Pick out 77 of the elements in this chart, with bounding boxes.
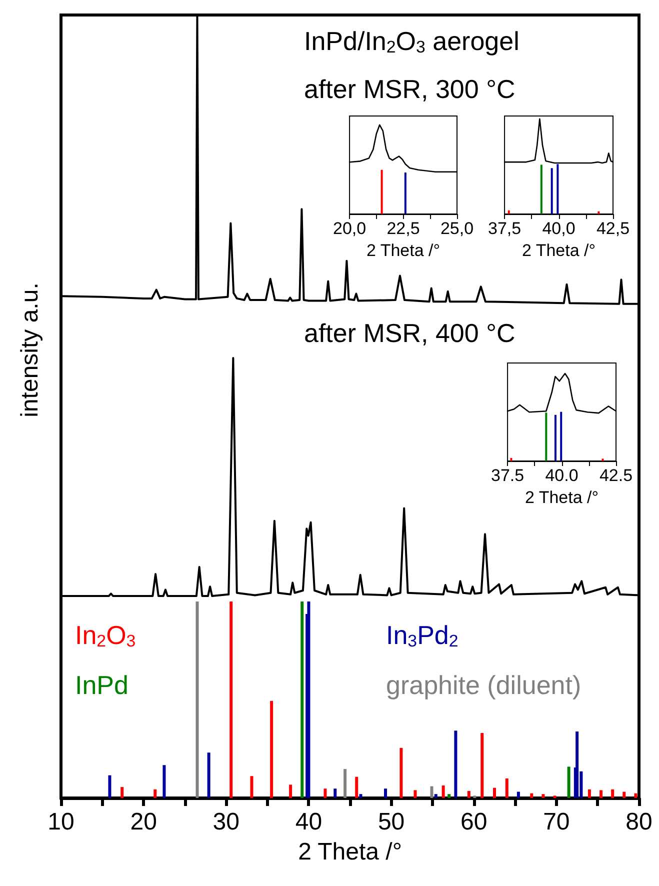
bar bbox=[207, 752, 210, 798]
bar bbox=[622, 792, 626, 798]
bar bbox=[556, 164, 559, 214]
bar bbox=[554, 414, 556, 461]
bar bbox=[230, 601, 233, 798]
text: graphite (diluent) bbox=[386, 670, 582, 700]
bar bbox=[505, 778, 508, 798]
bar bbox=[588, 789, 591, 798]
bar bbox=[448, 794, 451, 798]
bar bbox=[634, 793, 638, 798]
x-tick-label: 25,0 bbox=[440, 219, 474, 238]
bar bbox=[567, 766, 570, 798]
x-axis-title: 2 Theta /° bbox=[522, 240, 596, 260]
bar bbox=[270, 700, 274, 798]
bar bbox=[384, 788, 388, 798]
x-axis-title: 2 Theta /° bbox=[524, 488, 599, 507]
bar bbox=[108, 775, 112, 798]
bar bbox=[430, 786, 434, 798]
bar bbox=[540, 164, 542, 214]
x-tick-label: 20 bbox=[130, 808, 157, 836]
bar bbox=[300, 601, 304, 798]
x-tick-label: 40 bbox=[295, 808, 322, 836]
bar bbox=[510, 458, 512, 461]
bar bbox=[344, 769, 347, 798]
text: In2O3 bbox=[75, 620, 136, 650]
x-tick-label: 37,5 bbox=[488, 219, 522, 238]
bar bbox=[545, 412, 548, 461]
annotation: after MSR, 300 °C bbox=[304, 74, 516, 104]
bar bbox=[576, 731, 579, 798]
bar bbox=[414, 790, 417, 798]
x-tick-label: 70 bbox=[543, 808, 570, 836]
annotation: InPd/In2O3 aerogel bbox=[304, 26, 520, 56]
bar bbox=[598, 211, 600, 214]
bar bbox=[120, 787, 124, 798]
bar bbox=[324, 788, 327, 798]
bar bbox=[400, 748, 403, 798]
x-tick-label: 10 bbox=[48, 808, 74, 836]
text: In3Pd2 bbox=[386, 620, 458, 650]
bar bbox=[516, 792, 520, 798]
bar bbox=[196, 601, 199, 798]
bar bbox=[250, 776, 254, 798]
x-tick-label: 42.5 bbox=[599, 466, 633, 485]
bar bbox=[434, 794, 438, 798]
bar bbox=[454, 730, 458, 798]
x-tick-label: 50 bbox=[378, 808, 405, 836]
bar bbox=[154, 789, 157, 798]
x-tick-label: 40.0 bbox=[545, 466, 578, 485]
bar bbox=[162, 765, 166, 798]
x-tick-label: 37.5 bbox=[490, 466, 524, 485]
bar bbox=[289, 784, 292, 798]
bar bbox=[550, 168, 553, 214]
bar bbox=[530, 793, 534, 798]
bar bbox=[480, 733, 484, 798]
x-tick-label: 60 bbox=[460, 808, 488, 836]
bar bbox=[334, 788, 337, 798]
annotation: after MSR, 400 °C bbox=[304, 318, 516, 348]
bar bbox=[493, 788, 496, 798]
x-tick-label: 30 bbox=[212, 808, 240, 836]
bar bbox=[611, 789, 614, 798]
bar bbox=[442, 785, 445, 798]
x-axis-title: 2 Theta /° bbox=[298, 838, 402, 866]
bar bbox=[467, 790, 470, 798]
bar bbox=[359, 794, 362, 798]
bar bbox=[508, 210, 510, 214]
x-tick-label: 80 bbox=[626, 808, 652, 836]
bar bbox=[560, 412, 562, 461]
bar bbox=[542, 794, 545, 798]
x-tick-label: 40,0 bbox=[542, 219, 576, 238]
text: InPd bbox=[75, 670, 128, 700]
bar bbox=[307, 601, 310, 798]
bar bbox=[600, 790, 603, 798]
x-tick-label: 22,5 bbox=[386, 219, 420, 238]
bar bbox=[355, 776, 358, 798]
x-tick-label: 20,0 bbox=[332, 219, 366, 238]
x-tick-label: 42,5 bbox=[596, 219, 630, 238]
y-axis-title: intensity a.u. bbox=[16, 282, 44, 418]
x-axis-title: 2 Theta /° bbox=[366, 240, 440, 260]
